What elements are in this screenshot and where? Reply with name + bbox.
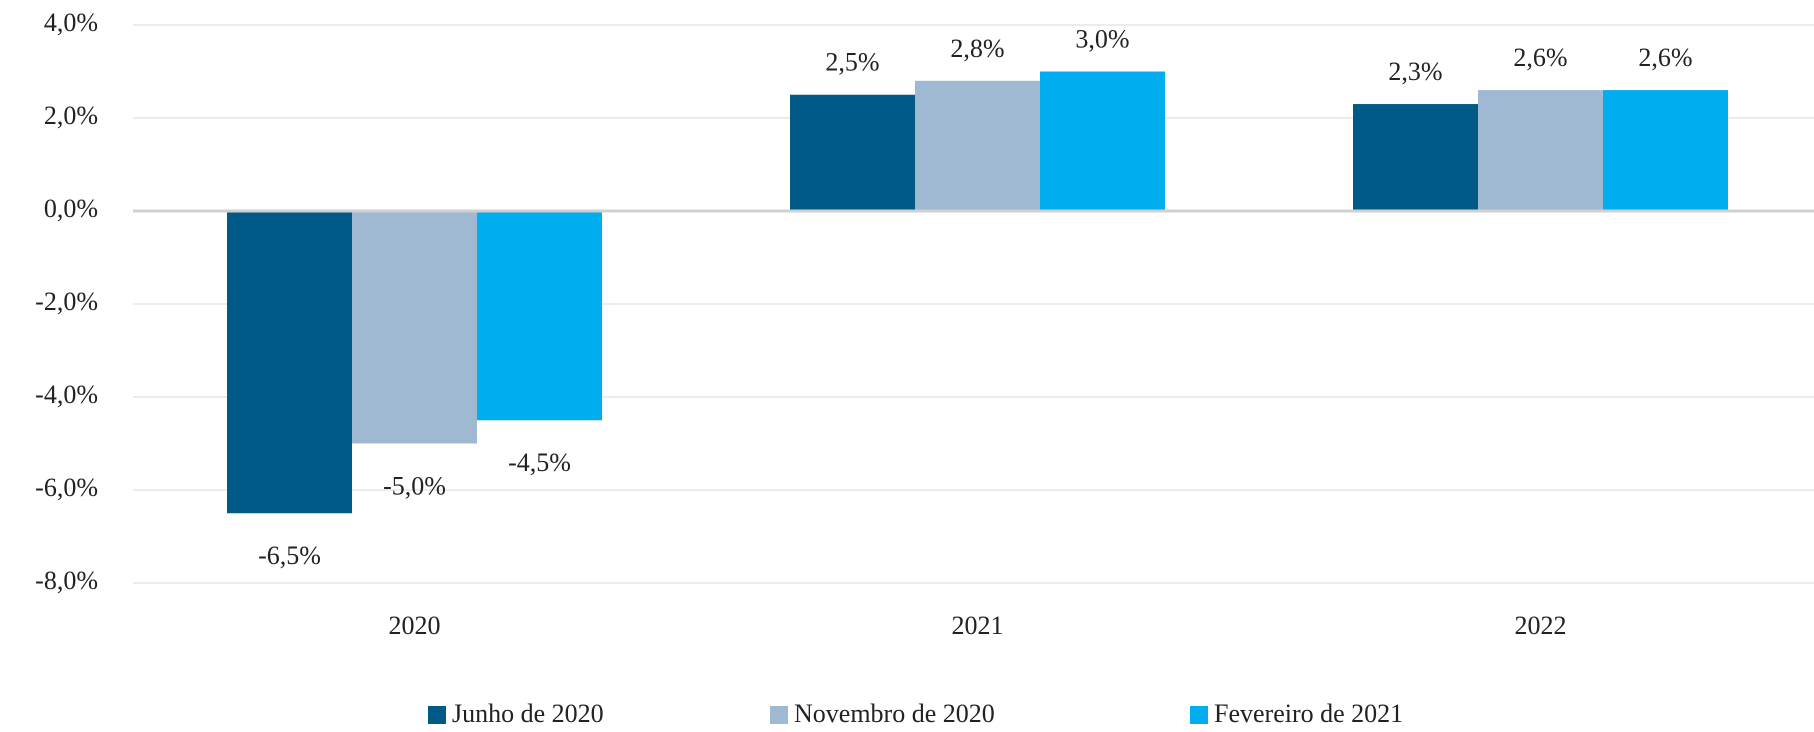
legend-swatch (428, 706, 446, 724)
bar (477, 211, 602, 421)
legend-label: Fevereiro de 2021 (1214, 699, 1403, 728)
bar (915, 80, 1040, 211)
y-tick-label: 0,0% (44, 194, 98, 223)
legend-label: Novembro de 2020 (794, 699, 995, 728)
bar (1478, 90, 1603, 211)
y-tick-label: 4,0% (44, 8, 98, 37)
legend-label: Junho de 2020 (452, 699, 604, 728)
bar (227, 211, 352, 514)
x-tick-label: 2022 (1515, 611, 1567, 640)
y-tick-label: -6,0% (35, 473, 98, 502)
bar (352, 211, 477, 444)
y-tick-label: 2,0% (44, 101, 98, 130)
bar (1603, 90, 1728, 211)
data-label: -4,5% (508, 448, 571, 477)
y-tick-label: -4,0% (35, 380, 98, 409)
bar (1040, 71, 1165, 211)
data-label: -6,5% (258, 541, 321, 570)
data-label: 2,6% (1638, 43, 1692, 72)
bar (790, 94, 915, 211)
bar (1353, 104, 1478, 211)
y-tick-label: -8,0% (35, 566, 98, 595)
x-tick-label: 2021 (952, 611, 1004, 640)
data-label: -5,0% (383, 471, 446, 500)
data-label: 2,6% (1513, 43, 1567, 72)
data-label: 2,5% (825, 48, 879, 77)
data-label: 3,0% (1075, 24, 1129, 53)
legend-swatch (770, 706, 788, 724)
data-label: 2,8% (950, 34, 1004, 63)
data-label: 2,3% (1388, 57, 1442, 86)
legend-swatch (1190, 706, 1208, 724)
y-tick-label: -2,0% (35, 287, 98, 316)
x-tick-label: 2020 (389, 611, 441, 640)
